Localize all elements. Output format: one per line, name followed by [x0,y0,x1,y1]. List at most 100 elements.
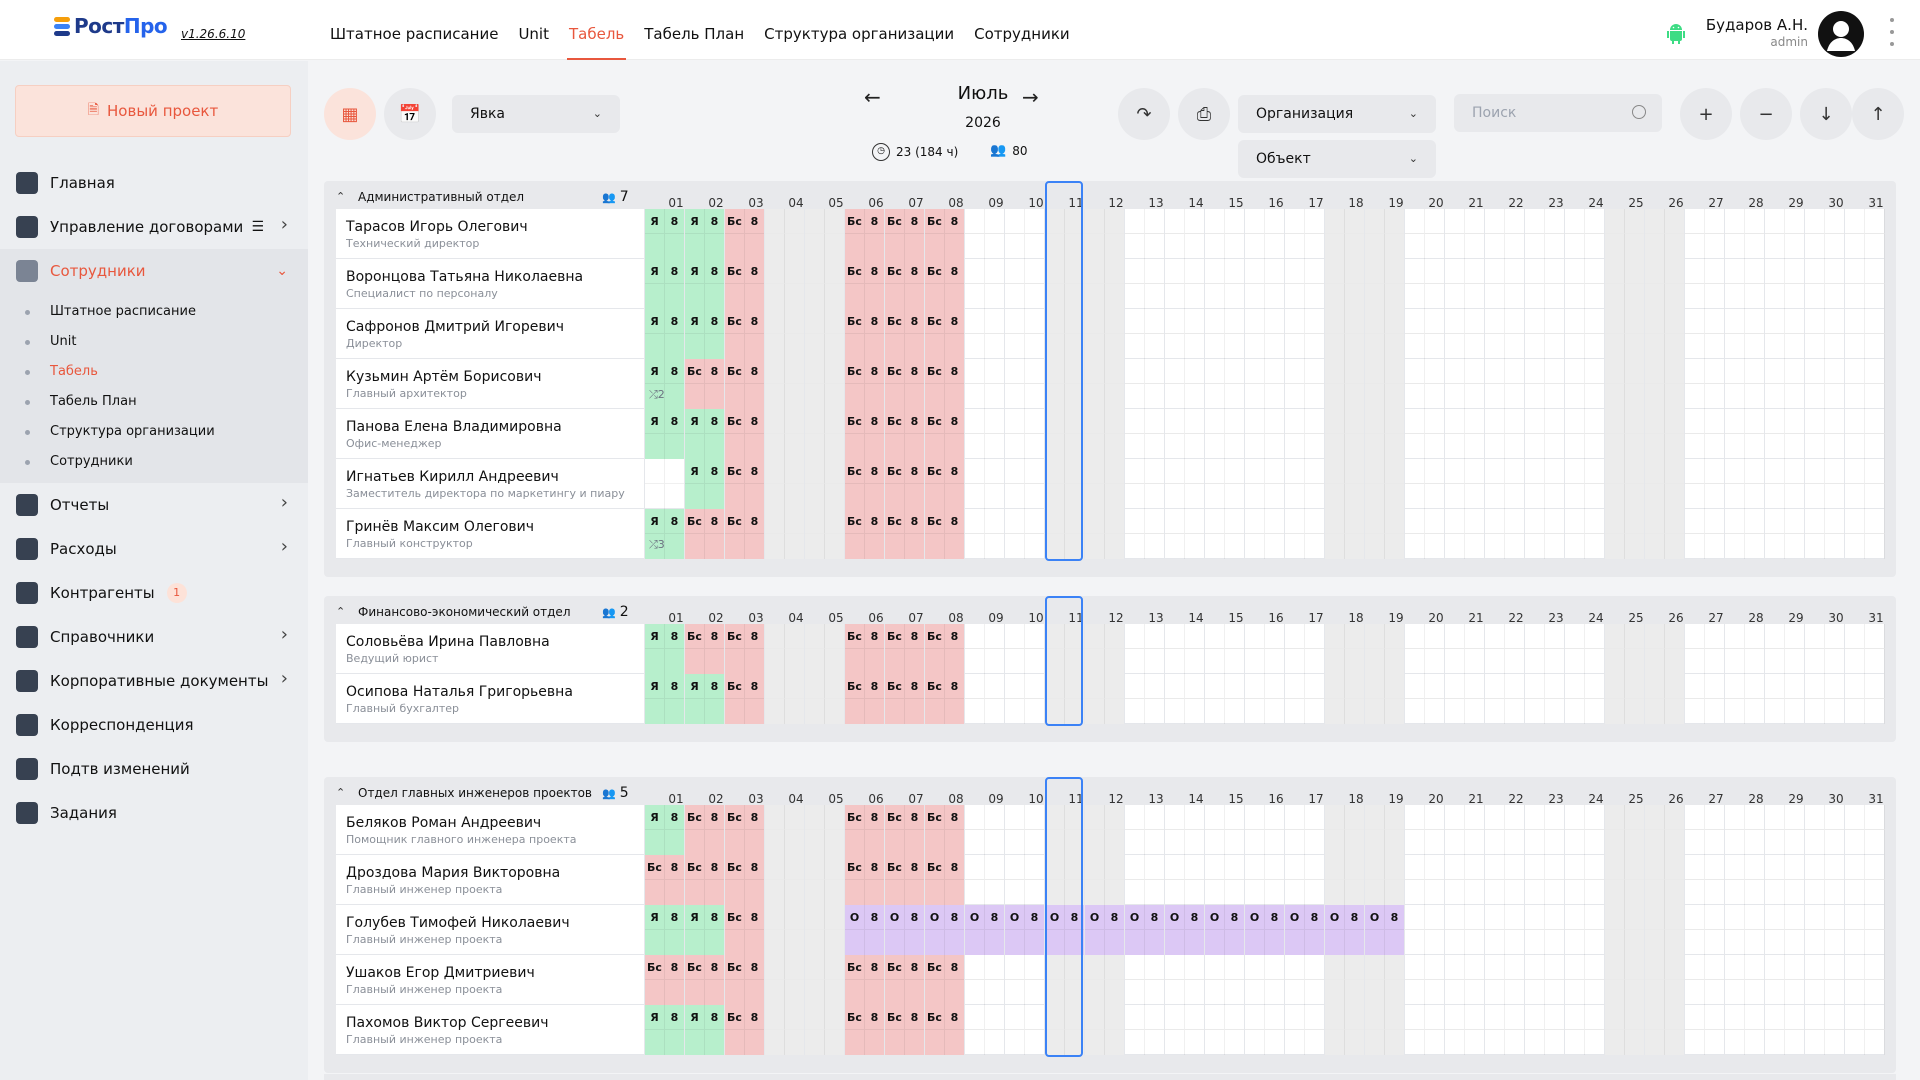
day-cell[interactable] [1164,359,1205,409]
day-cell[interactable] [1284,855,1325,905]
day-cell[interactable] [1764,674,1805,724]
day-cell[interactable] [1324,805,1365,855]
submenu-item-3[interactable]: Табель План [0,387,308,417]
prev-month-arrow-icon[interactable]: ← [864,85,881,109]
day-cell[interactable] [1404,209,1445,259]
day-cell[interactable] [1524,805,1565,855]
day-cell[interactable] [1364,409,1405,459]
day-cell[interactable] [1324,674,1365,724]
day-cell[interactable] [1404,459,1445,509]
day-cell[interactable] [1164,459,1205,509]
day-cell[interactable] [1204,855,1245,905]
sidebar-item-8[interactable]: Корреспонденция [0,703,308,747]
section-header[interactable]: ⌃ Административный отдел 👥 7 01 02 03 04 05 06 07 0… [324,181,1896,211]
print-button[interactable]: ⎙ [1178,88,1230,140]
day-cell[interactable] [1844,674,1885,724]
day-cell[interactable] [1724,624,1765,674]
day-cell[interactable] [1484,674,1525,724]
day-cell[interactable] [1484,1005,1525,1055]
day-cell[interactable] [1484,459,1525,509]
day-cell[interactable] [764,624,805,674]
day-cell[interactable] [1804,905,1845,955]
day-cell[interactable] [1684,855,1725,905]
day-cell[interactable] [1804,805,1845,855]
day-cell[interactable] [1044,1005,1085,1055]
day-cell[interactable] [964,209,1005,259]
day-cell[interactable]: Бс 8 [884,209,925,259]
employee-row[interactable]: Пахомов Виктор Сергеевич Главный инженер … [336,1005,1885,1055]
day-cell[interactable]: Бс 8 [724,259,765,309]
day-cell[interactable] [1004,955,1045,1005]
day-cell[interactable] [1204,674,1245,724]
list-icon[interactable]: ☰ [251,219,264,235]
sidebar-item-4[interactable]: Расходы › [0,527,308,571]
day-cell[interactable] [1764,259,1805,309]
sidebar-item-5[interactable]: Контрагенты 1 [0,571,308,615]
sidebar-item-3[interactable]: Отчеты › [0,483,308,527]
day-cell[interactable] [1524,509,1565,559]
day-cell[interactable] [1324,955,1365,1005]
day-cell[interactable] [1164,309,1205,359]
day-cell[interactable] [1204,409,1245,459]
day-cell[interactable] [1684,805,1725,855]
day-cell[interactable] [1324,409,1365,459]
day-cell[interactable] [1244,955,1285,1005]
day-cell[interactable] [1044,509,1085,559]
day-cell[interactable]: Бс 8 [924,309,965,359]
day-cell[interactable] [1244,624,1285,674]
day-cell[interactable] [1204,509,1245,559]
day-cell[interactable] [1244,509,1285,559]
day-cell[interactable] [1324,624,1365,674]
day-cell[interactable] [1004,209,1045,259]
day-cell[interactable] [1244,359,1285,409]
collapse-caret-icon[interactable]: ⌃ [336,190,346,203]
day-cell[interactable]: Бс 8 [844,209,885,259]
day-cell[interactable] [1844,259,1885,309]
nav-item-3[interactable]: Табель План [644,25,745,43]
day-cell[interactable] [764,855,805,905]
day-cell[interactable] [1044,459,1085,509]
day-cell[interactable]: Бс 8 [924,1005,965,1055]
day-cell[interactable] [1284,209,1325,259]
day-cell[interactable] [1444,359,1485,409]
day-cell[interactable]: Бс 8 [724,905,765,955]
day-cell[interactable]: Бс 8 [884,855,925,905]
day-cell[interactable] [1564,955,1605,1005]
day-cell[interactable] [1804,509,1845,559]
day-cell[interactable] [1444,459,1485,509]
day-cell[interactable]: Бс 8 [844,259,885,309]
day-cell[interactable] [1044,805,1085,855]
day-cell[interactable] [1204,805,1245,855]
android-icon[interactable] [1664,22,1688,46]
day-cell[interactable] [1404,855,1445,905]
day-cell[interactable] [1404,259,1445,309]
day-cell[interactable] [1764,955,1805,1005]
day-cell[interactable] [1764,1005,1805,1055]
sort-down-button[interactable]: ↓ [1800,88,1852,140]
day-cell[interactable]: Я 8 ⤮2 [644,359,685,409]
day-cell[interactable] [1084,209,1125,259]
day-cell[interactable] [804,955,845,1005]
day-cell[interactable]: Бс 8 [684,624,725,674]
day-cell[interactable] [1724,409,1765,459]
day-cell[interactable] [1404,409,1445,459]
day-cell[interactable] [1764,624,1805,674]
day-cell[interactable] [764,905,805,955]
day-cell[interactable] [1364,955,1405,1005]
day-cell[interactable] [1604,1005,1645,1055]
day-cell[interactable] [1364,359,1405,409]
avatar[interactable] [1818,11,1864,57]
day-cell[interactable] [1604,855,1645,905]
day-cell[interactable]: Бс 8 [844,955,885,1005]
day-cell[interactable] [1604,459,1645,509]
day-cell[interactable] [1764,309,1805,359]
day-cell[interactable] [1844,1005,1885,1055]
